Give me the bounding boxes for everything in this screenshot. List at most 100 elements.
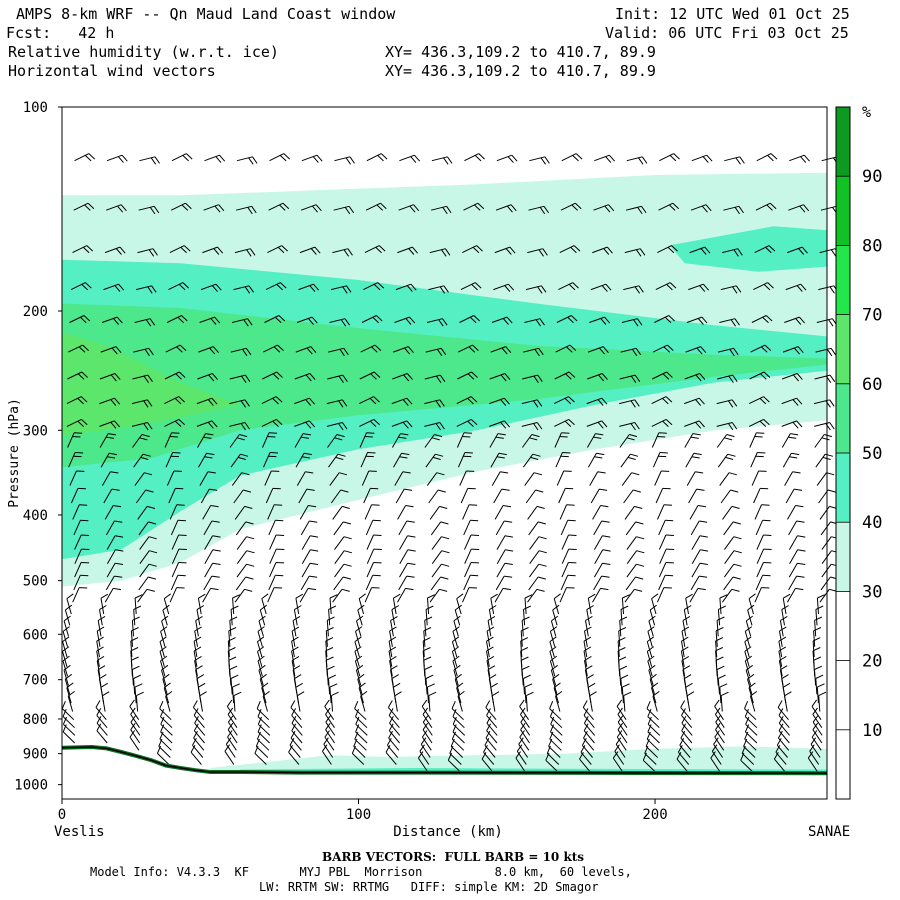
barb-feather <box>412 246 418 254</box>
wind-barb <box>393 452 410 468</box>
barb-feather <box>523 674 531 679</box>
wind-barb <box>135 285 157 294</box>
wind-barb <box>365 202 387 211</box>
barb-feather <box>247 207 253 215</box>
barb-staff <box>96 641 100 658</box>
wind-barb <box>558 487 574 504</box>
barb-feather <box>452 709 457 717</box>
barb-feather <box>581 738 587 746</box>
wind-barb <box>716 422 738 431</box>
barb-staff <box>139 156 156 162</box>
barb-staff <box>129 706 140 720</box>
barb-staff <box>781 420 797 427</box>
barb-staff <box>134 318 151 323</box>
barb-staff <box>714 714 725 728</box>
barb-feather <box>66 593 74 599</box>
barb-feather <box>797 535 806 538</box>
barb-feather <box>536 422 543 430</box>
wind-barb <box>749 690 758 712</box>
wind-barb <box>593 520 610 536</box>
barb-staff <box>656 587 665 603</box>
barb-feather <box>552 604 560 611</box>
barb-feather <box>65 673 72 680</box>
barb-staff <box>299 505 309 520</box>
wind-barb <box>751 315 773 324</box>
barb-feather <box>435 423 442 431</box>
barb-feather <box>815 674 824 679</box>
wind-barb <box>464 548 480 564</box>
barb-feather <box>536 588 545 592</box>
barb-feather <box>496 456 505 459</box>
barb-feather <box>181 204 189 211</box>
barb-feather <box>638 157 644 165</box>
barb-feather <box>369 420 377 427</box>
barb-feather <box>109 452 118 456</box>
barb-staff <box>750 344 766 353</box>
barb-staff <box>203 575 213 591</box>
barb-staff <box>658 534 667 550</box>
barb-feather <box>790 433 799 436</box>
barb-staff <box>719 687 722 704</box>
barb-feather <box>422 707 429 715</box>
wind-barb <box>196 605 205 626</box>
barb-feather <box>245 576 254 580</box>
barb-staff <box>520 630 523 647</box>
barb-feather <box>292 665 301 671</box>
barb-staff <box>593 204 609 211</box>
wind-barb <box>300 204 322 213</box>
barb-feather <box>474 282 482 289</box>
wind-barb <box>198 452 215 468</box>
barb-feather <box>602 535 611 538</box>
colorbar-swatch <box>836 591 850 799</box>
barb-feather <box>440 348 447 356</box>
barb-feather <box>537 374 543 382</box>
barb-staff <box>72 245 88 254</box>
barb-feather <box>338 375 344 383</box>
barb-feather <box>290 700 296 708</box>
barb-staff <box>626 536 637 550</box>
wind-barb <box>690 520 708 536</box>
wind-barb <box>139 156 161 165</box>
barb-staff <box>778 641 783 658</box>
barb-feather <box>733 249 739 257</box>
barb-feather <box>97 615 106 621</box>
barb-feather <box>740 752 745 761</box>
barb-staff <box>326 422 343 427</box>
barb-feather <box>355 716 360 725</box>
barb-feather <box>597 421 604 429</box>
wind-barb <box>399 535 416 550</box>
colorbar-swatch <box>836 383 850 453</box>
barb-staff <box>623 695 626 712</box>
barb-staff <box>554 371 570 380</box>
barb-feather <box>283 153 291 160</box>
barb-staff <box>657 245 672 254</box>
barb-feather <box>62 626 70 632</box>
barb-feather <box>228 656 237 661</box>
barb-feather <box>478 153 485 160</box>
wind-barb <box>680 646 689 667</box>
y-tick-label: 600 <box>23 627 48 643</box>
wind-barb <box>161 615 169 637</box>
wind-barb <box>229 399 250 408</box>
barb-staff <box>584 660 588 677</box>
barb-staff <box>716 620 719 637</box>
terrain <box>61 744 828 799</box>
wind-barb <box>462 245 483 254</box>
barb-staff <box>488 609 493 626</box>
wind-barb <box>100 452 118 468</box>
wind-barb <box>493 283 515 292</box>
barb-feather <box>729 348 735 357</box>
barb-feather <box>96 715 102 724</box>
barb-feather <box>544 156 550 164</box>
wind-barb <box>494 587 511 603</box>
barb-staff <box>722 506 733 520</box>
barb-staff <box>621 597 624 615</box>
wind-barb <box>295 452 312 468</box>
barb-feather <box>162 604 170 611</box>
wind-barb <box>489 420 510 429</box>
barb-feather <box>241 472 250 476</box>
barb-staff <box>811 736 822 751</box>
wind-barb <box>359 396 380 405</box>
barb-staff <box>720 489 731 504</box>
barb-feather <box>288 745 293 753</box>
